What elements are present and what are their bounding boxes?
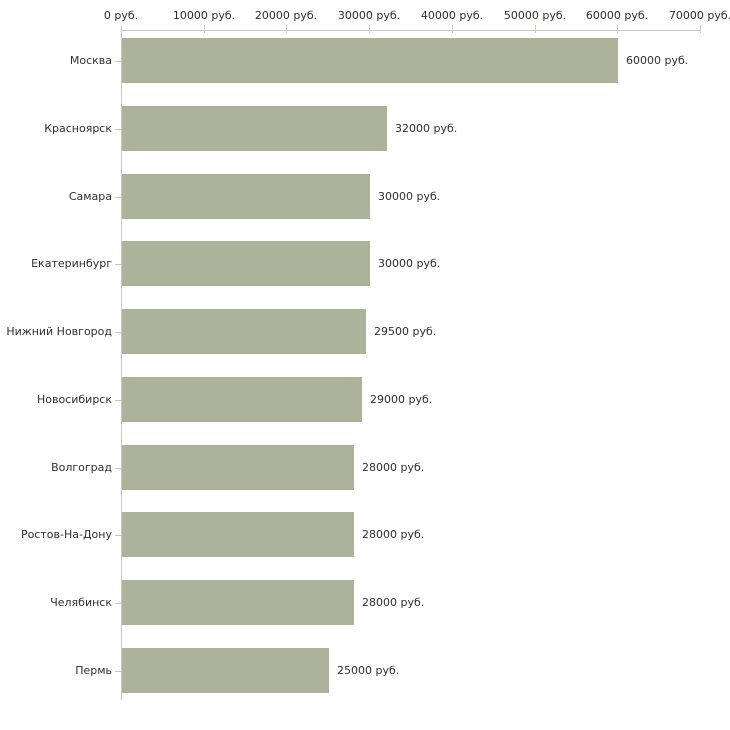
y-axis-tick-mark (115, 603, 121, 604)
x-axis-line (121, 30, 701, 31)
bar-value-label: 28000 руб. (362, 461, 425, 474)
bar (122, 241, 370, 286)
category-label: Москва (69, 54, 112, 67)
bar-value-label: 60000 руб. (626, 54, 689, 67)
x-axis-tick-mark (535, 25, 536, 33)
y-axis-tick-mark (115, 129, 121, 130)
bar (122, 377, 362, 422)
x-axis-tick-label: 20000 руб. (254, 9, 318, 22)
bar-value-label: 30000 руб. (378, 257, 441, 270)
category-label: Новосибирск (36, 393, 112, 406)
x-axis-tick-label: 0 руб. (103, 9, 139, 22)
bar-value-label: 28000 руб. (362, 596, 425, 609)
y-axis-line (121, 30, 122, 700)
bar-value-label: 28000 руб. (362, 528, 425, 541)
x-axis-tick-mark (369, 25, 370, 33)
bar-value-label: 32000 руб. (395, 122, 458, 135)
x-axis-tick-label: 40000 руб. (420, 9, 484, 22)
category-label: Волгоград (51, 461, 112, 474)
x-axis-tick-mark (452, 25, 453, 33)
bar (122, 38, 618, 83)
x-axis-tick-mark (286, 25, 287, 33)
x-axis-tick-mark (700, 25, 701, 33)
x-axis-tick-label: 60000 руб. (585, 9, 649, 22)
category-label: Пермь (75, 664, 112, 677)
y-axis-tick-mark (115, 400, 121, 401)
y-axis-tick-mark (115, 332, 121, 333)
bar (122, 174, 370, 219)
y-axis-tick-mark (115, 61, 121, 62)
category-label: Нижний Новгород (6, 325, 112, 338)
x-axis-tick-mark (121, 25, 122, 33)
bar (122, 309, 366, 354)
y-axis-tick-mark (115, 671, 121, 672)
x-axis-tick-label: 10000 руб. (172, 9, 236, 22)
category-label: Ростов-На-Дону (20, 528, 112, 541)
bar (122, 648, 329, 693)
bar-value-label: 30000 руб. (378, 190, 441, 203)
bar-value-label: 29000 руб. (370, 393, 433, 406)
y-axis-tick-mark (115, 197, 121, 198)
category-label: Самара (68, 190, 112, 203)
y-axis-tick-mark (115, 468, 121, 469)
bar-value-label: 29500 руб. (374, 325, 437, 338)
x-axis-tick-mark (617, 25, 618, 33)
x-axis-tick-label: 30000 руб. (337, 9, 401, 22)
bar-value-label: 25000 руб. (337, 664, 400, 677)
bar (122, 512, 354, 557)
x-axis-tick-mark (204, 25, 205, 33)
x-axis-tick-label: 50000 руб. (503, 9, 567, 22)
category-label: Челябинск (50, 596, 112, 609)
y-axis-tick-mark (115, 264, 121, 265)
x-axis-tick-label: 70000 руб. (668, 9, 730, 22)
bar (122, 106, 387, 151)
y-axis-tick-mark (115, 535, 121, 536)
category-label: Екатеринбург (31, 257, 112, 270)
bar (122, 580, 354, 625)
category-label: Красноярск (44, 122, 112, 135)
bar (122, 445, 354, 490)
